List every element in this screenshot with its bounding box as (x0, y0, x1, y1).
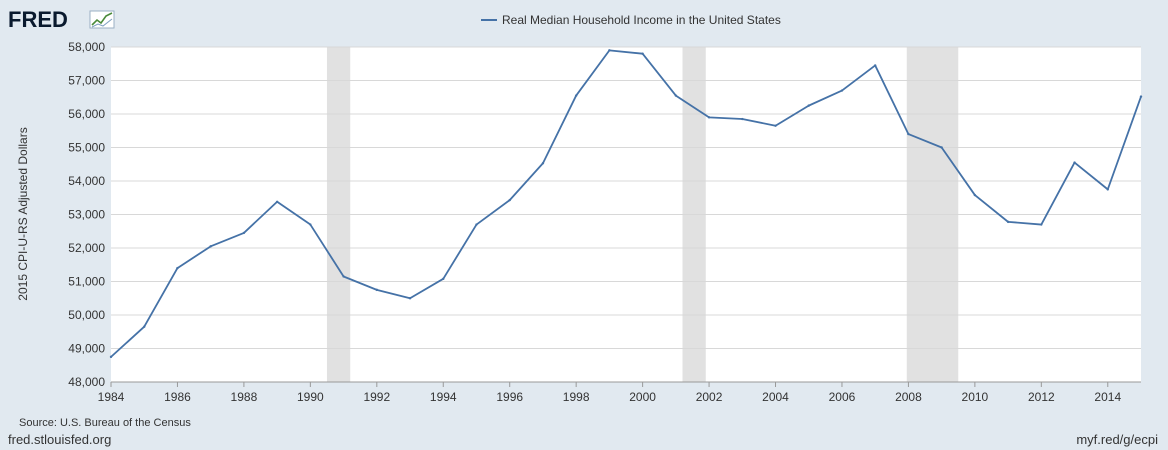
data-point[interactable] (109, 355, 113, 359)
data-point[interactable] (375, 288, 379, 292)
site-link[interactable]: fred.stlouisfed.org (8, 432, 111, 447)
source-note: Source: U.S. Bureau of the Census (19, 417, 191, 429)
data-point[interactable] (807, 104, 810, 107)
legend-label: Real Median Household Income in the Unit… (502, 13, 781, 27)
x-tick-label: 1986 (164, 390, 191, 404)
y-tick-label: 49,000 (68, 342, 105, 356)
data-point[interactable] (442, 277, 445, 281)
y-axis-title: 2015 CPI-U-RS Adjusted Dollars (16, 127, 30, 300)
data-point[interactable] (176, 266, 179, 270)
x-tick-label: 2006 (829, 390, 856, 404)
data-point[interactable] (508, 198, 511, 202)
data-point[interactable] (1106, 188, 1109, 191)
data-point[interactable] (275, 200, 279, 203)
data-point[interactable] (541, 162, 545, 165)
y-axis: 48,000 49,000 50,000 51,000 52,000 53,000 54,0… (68, 40, 105, 389)
y-tick-label: 52,000 (68, 241, 105, 255)
data-point[interactable] (1040, 223, 1043, 226)
y-tick-label: 56,000 (68, 107, 105, 121)
data-point[interactable] (707, 116, 711, 119)
x-tick-label: 1990 (297, 390, 324, 404)
x-axis: 1984 1986 1988 1990 1992 1994 1996 1998 2000 2002… (98, 381, 1141, 404)
data-point[interactable] (741, 117, 744, 121)
data-point[interactable] (907, 132, 910, 136)
y-tick-label: 57,000 (68, 74, 105, 88)
y-tick-label: 53,000 (68, 208, 105, 222)
data-point[interactable] (242, 231, 246, 235)
x-tick-label: 2002 (696, 390, 723, 404)
x-tick-label: 2010 (962, 390, 989, 404)
data-point[interactable] (641, 52, 644, 55)
data-point[interactable] (840, 89, 844, 92)
data-point[interactable] (574, 94, 578, 97)
series-layer (109, 49, 1143, 359)
legend: Real Median Household Income in the Unit… (481, 13, 781, 27)
x-tick-label: 1984 (98, 390, 125, 404)
data-point[interactable] (940, 146, 943, 149)
y-tick-label: 51,000 (68, 275, 105, 289)
x-tick-label: 2014 (1094, 390, 1121, 404)
data-point[interactable] (143, 325, 146, 328)
fred-logo[interactable]: FRED (8, 7, 115, 32)
x-tick-label: 2004 (762, 390, 789, 404)
y-tick-label: 58,000 (68, 40, 105, 54)
data-point[interactable] (873, 64, 877, 67)
data-point[interactable] (408, 297, 412, 300)
data-point[interactable] (608, 49, 611, 52)
fred-graph-icon (89, 10, 115, 29)
short-link[interactable]: myf.red/g/ecpi (1076, 432, 1158, 447)
data-point[interactable] (674, 94, 678, 97)
data-point[interactable] (342, 275, 345, 278)
x-tick-label: 1998 (563, 390, 590, 404)
x-tick-label: 1994 (430, 390, 457, 404)
data-point[interactable] (309, 223, 312, 226)
data-point[interactable] (1139, 95, 1143, 98)
y-tick-label: 54,000 (68, 174, 105, 188)
x-tick-label: 1992 (363, 390, 390, 404)
x-tick-label: 2000 (629, 390, 656, 404)
x-tick-label: 2008 (895, 390, 922, 404)
data-point[interactable] (209, 245, 212, 248)
y-tick-label: 55,000 (68, 141, 105, 155)
data-point[interactable] (1006, 220, 1010, 224)
series-line[interactable] (110, 49, 1142, 358)
y-tick-label: 48,000 (68, 375, 105, 389)
data-point[interactable] (1073, 161, 1076, 164)
logo-text: FRED (8, 7, 68, 32)
data-point[interactable] (774, 124, 777, 127)
x-tick-label: 2012 (1028, 390, 1055, 404)
data-point[interactable] (973, 193, 977, 197)
y-tick-label: 50,000 (68, 308, 105, 322)
x-tick-label: 1988 (231, 390, 258, 404)
x-tick-label: 1996 (496, 390, 523, 404)
data-point[interactable] (475, 223, 478, 226)
